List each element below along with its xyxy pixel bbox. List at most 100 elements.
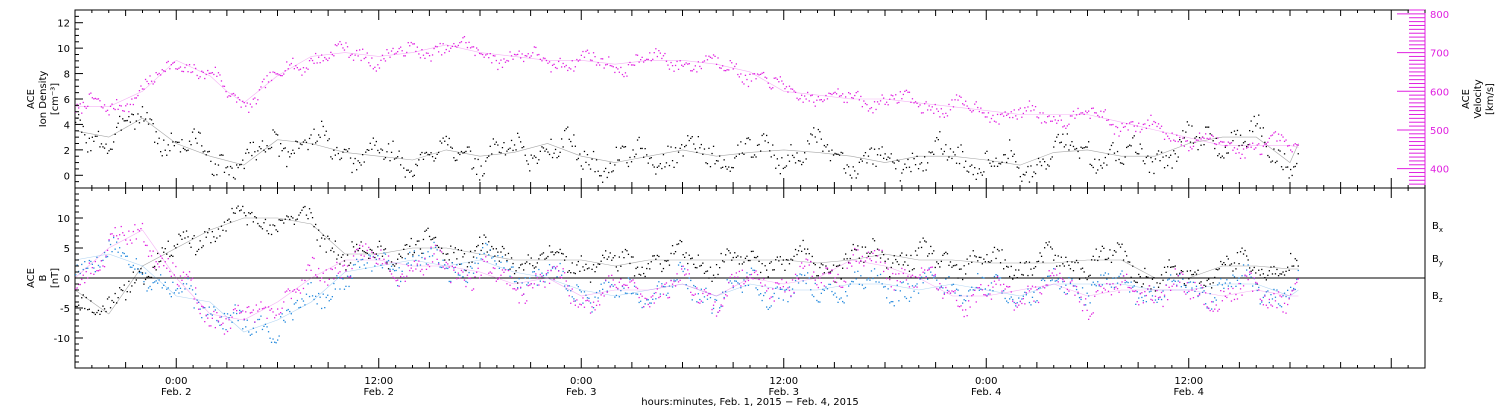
- velocity-point: [820, 99, 822, 101]
- density-point: [1135, 151, 1137, 153]
- by-point: [823, 289, 825, 291]
- bx-point: [609, 252, 611, 254]
- by-point: [952, 283, 955, 285]
- bx-point: [1267, 274, 1269, 276]
- bz-point: [1156, 289, 1158, 292]
- by-point: [756, 289, 759, 291]
- velocity-point: [840, 95, 842, 97]
- density-point: [993, 165, 996, 167]
- bx-point: [434, 236, 437, 239]
- density-point: [524, 154, 526, 156]
- density-point: [1100, 164, 1102, 167]
- velocity-point: [479, 52, 481, 55]
- bx-point: [179, 235, 182, 237]
- by-point: [892, 301, 894, 303]
- bz-point: [626, 284, 628, 286]
- velocity-point: [574, 66, 576, 68]
- velocity-point: [330, 51, 332, 53]
- bz-point: [599, 304, 601, 306]
- bz-point: [664, 283, 666, 285]
- velocity-point: [907, 91, 909, 93]
- bx-point: [574, 272, 576, 275]
- bz-point: [1081, 310, 1084, 312]
- velocity-point: [305, 67, 308, 69]
- bz-point: [1170, 289, 1172, 291]
- velocity-point: [583, 56, 586, 58]
- bx-point: [760, 271, 762, 274]
- velocity-point: [811, 94, 813, 96]
- b-ylabel-line-2: B: [38, 274, 49, 281]
- by-point: [1182, 278, 1184, 280]
- bx-point: [117, 297, 119, 299]
- velocity-point: [1290, 149, 1292, 151]
- velocity-point: [468, 41, 470, 43]
- density-point: [688, 139, 690, 142]
- velocity-point: [958, 95, 961, 97]
- density-point: [996, 165, 999, 167]
- bx-point: [283, 222, 285, 224]
- by-point: [1059, 288, 1061, 290]
- by-point: [120, 255, 122, 257]
- velocity-point: [122, 110, 124, 112]
- bx-point: [1066, 261, 1068, 263]
- bz-point: [280, 312, 282, 314]
- bx-point: [861, 246, 863, 248]
- velocity-point: [134, 97, 136, 99]
- density-point: [84, 134, 86, 136]
- by-point: [551, 267, 554, 269]
- density-point: [191, 131, 194, 133]
- bz-point: [1195, 288, 1198, 290]
- velocity-point: [658, 50, 660, 52]
- density-point: [922, 170, 924, 172]
- velocity-point: [87, 105, 89, 107]
- bx-point: [898, 263, 900, 266]
- by-point: [1033, 291, 1035, 293]
- by-point: [1071, 278, 1073, 280]
- by-point: [688, 277, 690, 279]
- bx-point: [255, 217, 257, 219]
- bz-point: [861, 255, 863, 258]
- density-point: [163, 139, 165, 141]
- by-point: [441, 266, 443, 269]
- bx-point: [869, 252, 871, 255]
- velocity-point: [1081, 112, 1084, 114]
- bz-point: [987, 284, 990, 287]
- bz-point: [433, 253, 435, 255]
- density-point: [790, 144, 792, 146]
- bz-point: [840, 286, 842, 288]
- velocity-point: [1124, 125, 1126, 128]
- velocity-point: [928, 105, 930, 107]
- velocity-point: [284, 70, 286, 72]
- density-point: [928, 151, 930, 153]
- velocity-point: [375, 70, 377, 72]
- bz-point: [760, 282, 762, 284]
- velocity-point: [539, 58, 541, 60]
- velocity-point: [439, 42, 441, 45]
- bx-point: [971, 261, 973, 263]
- velocity-point: [838, 95, 841, 97]
- by-point: [351, 277, 353, 279]
- by-point: [526, 284, 528, 286]
- density-point: [562, 146, 564, 148]
- velocity-point: [1133, 125, 1135, 127]
- density-point: [1083, 147, 1085, 149]
- by-point: [237, 319, 239, 322]
- density-point: [905, 166, 908, 169]
- velocity-point: [1195, 139, 1198, 141]
- density-point: [1183, 137, 1185, 139]
- by-point: [655, 298, 657, 300]
- density-point: [1085, 146, 1087, 148]
- density-point: [199, 132, 201, 134]
- bz-point: [1276, 307, 1278, 309]
- by-point: [1168, 278, 1170, 280]
- velocity-point: [787, 91, 789, 93]
- bz-point: [328, 278, 330, 280]
- velocity-point: [1030, 110, 1032, 112]
- density-point: [513, 144, 516, 146]
- density-point: [424, 152, 426, 154]
- velocity-point: [397, 51, 399, 53]
- velocity-point: [816, 99, 818, 101]
- velocity-point: [548, 61, 551, 63]
- velocity-point: [775, 77, 777, 79]
- by-point: [1142, 300, 1144, 302]
